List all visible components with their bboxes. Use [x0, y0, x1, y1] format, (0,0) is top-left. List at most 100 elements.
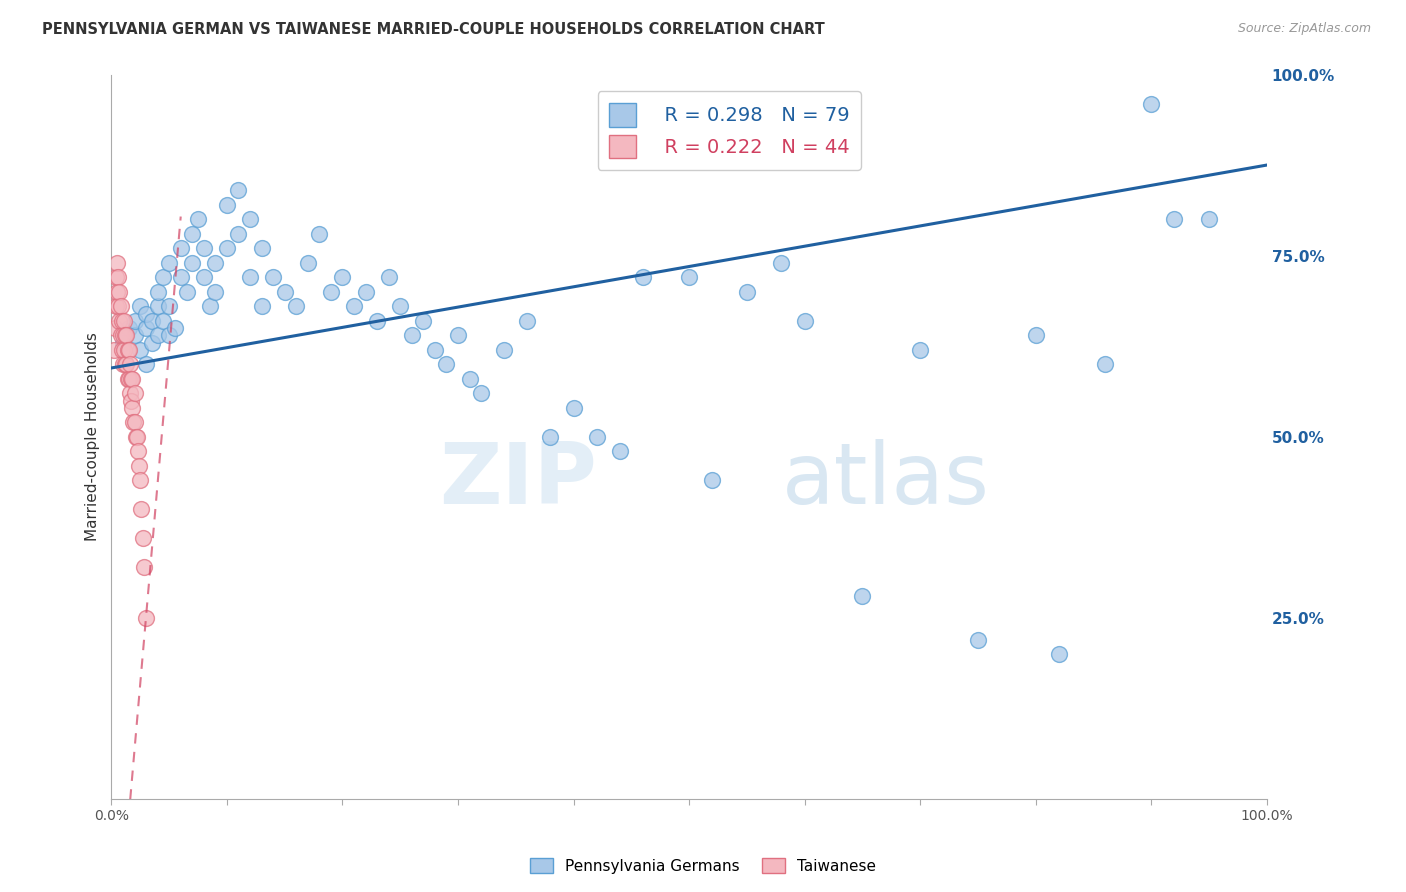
Point — [735, 285, 758, 299]
Point — [1163, 212, 1185, 227]
Point — [308, 227, 330, 241]
Point — [120, 393, 142, 408]
Point — [585, 430, 607, 444]
Point — [770, 256, 793, 270]
Point — [193, 241, 215, 255]
Point — [198, 299, 221, 313]
Text: ZIP: ZIP — [439, 439, 596, 522]
Point — [135, 321, 157, 335]
Point — [423, 343, 446, 357]
Point — [114, 357, 136, 371]
Point — [132, 560, 155, 574]
Point — [332, 270, 354, 285]
Point — [120, 372, 142, 386]
Point — [127, 444, 149, 458]
Point — [538, 430, 561, 444]
Point — [152, 270, 174, 285]
Point — [135, 611, 157, 625]
Point — [215, 241, 238, 255]
Point — [1094, 357, 1116, 371]
Point — [108, 285, 131, 299]
Point — [966, 632, 988, 647]
Point — [250, 299, 273, 313]
Point — [170, 270, 193, 285]
Point — [377, 270, 399, 285]
Point — [124, 415, 146, 429]
Point — [129, 343, 152, 357]
Point — [273, 285, 295, 299]
Point — [105, 285, 128, 299]
Point — [105, 256, 128, 270]
Point — [1140, 96, 1163, 111]
Point — [285, 299, 308, 313]
Point — [146, 285, 169, 299]
Point — [110, 299, 132, 313]
Point — [204, 256, 226, 270]
Point — [170, 241, 193, 255]
Point — [152, 314, 174, 328]
Point — [124, 386, 146, 401]
Point — [470, 386, 492, 401]
Legend:   R = 0.298   N = 79,   R = 0.222   N = 44: R = 0.298 N = 79, R = 0.222 N = 44 — [598, 92, 862, 170]
Point — [262, 270, 284, 285]
Point — [1198, 212, 1220, 227]
Point — [104, 321, 127, 335]
Point — [354, 285, 377, 299]
Point — [412, 314, 434, 328]
Point — [389, 299, 412, 313]
Point — [458, 372, 481, 386]
Point — [401, 328, 423, 343]
Point — [228, 184, 250, 198]
Point — [122, 415, 145, 429]
Point — [204, 285, 226, 299]
Y-axis label: Married-couple Households: Married-couple Households — [86, 333, 100, 541]
Point — [631, 270, 654, 285]
Point — [129, 299, 152, 313]
Point — [297, 256, 319, 270]
Point — [110, 328, 132, 343]
Point — [129, 473, 152, 487]
Point — [181, 256, 204, 270]
Point — [157, 256, 180, 270]
Point — [111, 357, 134, 371]
Point — [141, 314, 163, 328]
Point — [436, 357, 458, 371]
Point — [107, 270, 129, 285]
Point — [111, 328, 134, 343]
Point — [1047, 647, 1070, 661]
Point — [114, 328, 136, 343]
Point — [118, 372, 141, 386]
Point — [125, 430, 148, 444]
Point — [163, 321, 186, 335]
Point — [103, 343, 125, 357]
Point — [118, 343, 141, 357]
Point — [135, 307, 157, 321]
Point — [118, 321, 141, 335]
Point — [111, 335, 134, 350]
Point — [366, 314, 388, 328]
Point — [187, 212, 209, 227]
Point — [181, 227, 204, 241]
Point — [124, 314, 146, 328]
Point — [107, 299, 129, 313]
Point — [128, 458, 150, 473]
Point — [105, 270, 128, 285]
Point — [135, 357, 157, 371]
Point — [1025, 328, 1047, 343]
Point — [118, 386, 141, 401]
Point — [121, 372, 143, 386]
Point — [157, 328, 180, 343]
Point — [146, 299, 169, 313]
Point — [124, 328, 146, 343]
Point — [250, 241, 273, 255]
Point — [193, 270, 215, 285]
Point — [105, 299, 128, 313]
Point — [146, 328, 169, 343]
Point — [447, 328, 470, 343]
Legend: Pennsylvania Germans, Taiwanese: Pennsylvania Germans, Taiwanese — [523, 852, 883, 880]
Point — [176, 285, 198, 299]
Point — [108, 314, 131, 328]
Point — [112, 314, 135, 328]
Point — [215, 198, 238, 212]
Text: PENNSYLVANIA GERMAN VS TAIWANESE MARRIED-COUPLE HOUSEHOLDS CORRELATION CHART: PENNSYLVANIA GERMAN VS TAIWANESE MARRIED… — [42, 22, 825, 37]
